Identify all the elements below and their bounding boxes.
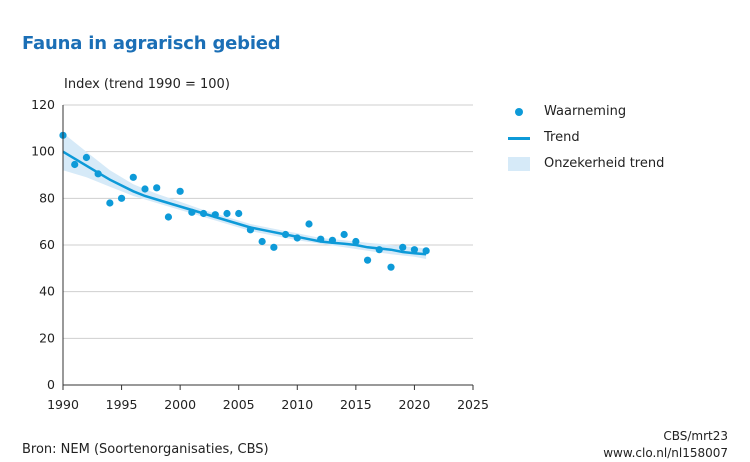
legend-label: Waarneming — [544, 104, 626, 119]
data-point — [411, 246, 418, 253]
data-point — [399, 244, 406, 251]
data-point — [212, 211, 219, 218]
data-point — [141, 185, 148, 192]
legend-label: Trend — [544, 130, 580, 145]
credit-line-1: CBS/mrt23 — [603, 428, 728, 445]
y-tick-label: 40 — [39, 284, 55, 299]
data-point — [247, 226, 254, 233]
credit-line-2: www.clo.nl/nl158007 — [603, 445, 728, 462]
data-point — [423, 247, 430, 254]
data-point — [177, 188, 184, 195]
y-tick-label: 60 — [39, 237, 55, 252]
data-point — [364, 257, 371, 264]
data-point — [305, 220, 312, 227]
data-point — [95, 170, 102, 177]
trend-line — [63, 152, 426, 255]
y-tick-label: 100 — [31, 144, 55, 159]
data-point — [282, 231, 289, 238]
data-point — [200, 210, 207, 217]
data-point — [118, 195, 125, 202]
data-point — [270, 244, 277, 251]
x-tick-label: 2005 — [223, 397, 255, 412]
data-point — [352, 238, 359, 245]
data-point — [83, 154, 90, 161]
data-point — [106, 199, 113, 206]
data-point — [153, 184, 160, 191]
data-point — [188, 209, 195, 216]
chart-plot: 0 20 40 60 80 100 120 1990 1995 2000 2005 2010 2015 2… — [0, 0, 750, 462]
legend-label: Onzekerheid trend — [544, 156, 664, 171]
x-tick-label: 2010 — [281, 397, 313, 412]
x-tick-label: 1990 — [47, 397, 79, 412]
x-tick-label: 2000 — [164, 397, 196, 412]
data-point — [341, 231, 348, 238]
y-tick-label: 120 — [31, 97, 55, 112]
data-point — [387, 264, 394, 271]
x-tick-label: 2015 — [340, 397, 372, 412]
legend-band-symbol — [508, 157, 530, 171]
x-tick-label: 1995 — [106, 397, 138, 412]
y-tick-label: 80 — [39, 190, 55, 205]
credit: CBS/mrt23 www.clo.nl/nl158007 — [603, 428, 728, 462]
y-tick-label: 20 — [39, 330, 55, 345]
data-point — [130, 174, 137, 181]
data-point — [71, 161, 78, 168]
x-tick-label: 2025 — [457, 397, 489, 412]
data-point — [235, 210, 242, 217]
x-tick-label: 2020 — [399, 397, 431, 412]
data-point — [376, 246, 383, 253]
source-note: Bron: NEM (Soortenorganisaties, CBS) — [22, 442, 269, 457]
data-point — [329, 237, 336, 244]
legend-dot-symbol — [515, 108, 523, 116]
legend-line-symbol — [508, 137, 530, 140]
data-point — [317, 236, 324, 243]
data-point — [294, 234, 301, 241]
y-tick-label: 0 — [47, 377, 55, 392]
data-point — [223, 210, 230, 217]
data-point — [165, 213, 172, 220]
data-point — [259, 238, 266, 245]
